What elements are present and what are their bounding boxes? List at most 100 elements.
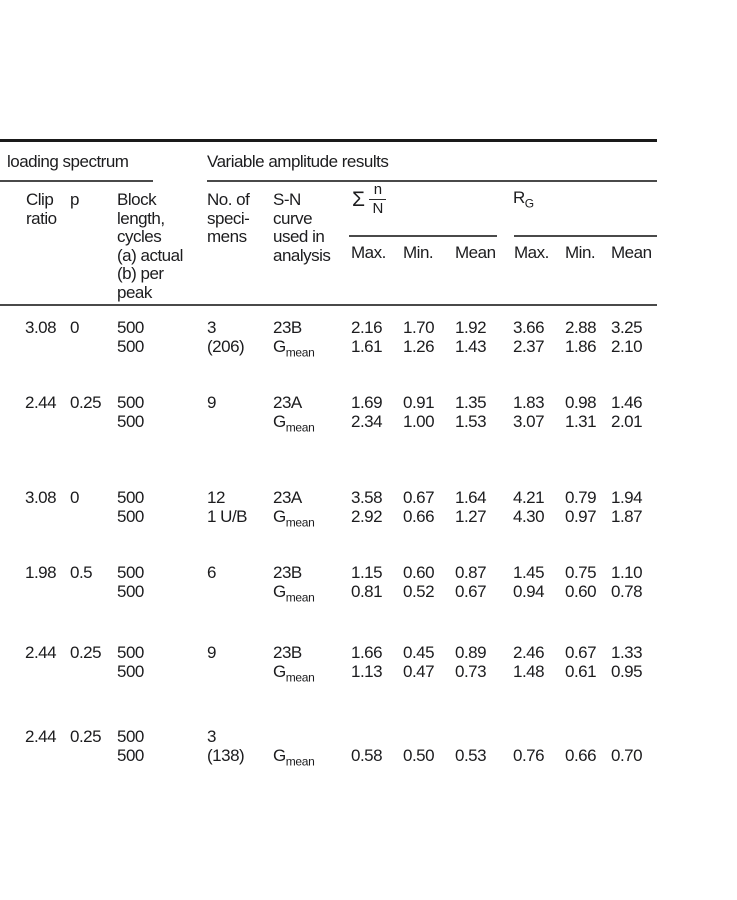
cell-value: 2.10 xyxy=(611,337,643,356)
cell-value: 1.61 xyxy=(351,337,383,356)
cell-value: 1.43 xyxy=(455,337,487,356)
cell-value: 0.94 xyxy=(513,582,545,601)
cell-value: 0.67 xyxy=(403,488,435,507)
cell-p: 0.5 xyxy=(70,563,93,582)
cell-gmean-curve: Gmean xyxy=(273,662,315,685)
cell-value: 1.00 xyxy=(403,412,435,431)
cell-clip-ratio: 3.08 xyxy=(25,318,57,337)
n-over-N-fraction: n N xyxy=(369,182,386,216)
cell-value: 2.46 xyxy=(513,643,545,662)
sigma-subgroup-rule xyxy=(349,235,497,237)
cell-sn-curve: 23B xyxy=(273,318,302,337)
cell-value: 1.66 xyxy=(351,643,383,662)
cell-value: 0.73 xyxy=(455,662,487,681)
cell-value: 1.69 xyxy=(351,393,383,412)
cell-gmean-curve: Gmean xyxy=(273,337,315,360)
column-header-clip-ratio: Clip ratio xyxy=(26,190,57,228)
cell-value: 0.76 xyxy=(513,746,545,765)
variable-amplitude-group-rule xyxy=(207,180,657,182)
cell-value: 1.70 xyxy=(403,318,435,337)
cell-value: 0.50 xyxy=(403,746,435,765)
cell-specimens: 3 xyxy=(207,727,216,746)
cell-value: 0.81 xyxy=(351,582,383,601)
cell-value: 1.35 xyxy=(455,393,487,412)
cell-value: 0.91 xyxy=(403,393,435,412)
sigma-symbol: Σ xyxy=(352,188,365,211)
cell-value: 1.33 xyxy=(611,643,643,662)
cell-specimens-note: (138) xyxy=(207,746,245,765)
cell-value: 0.60 xyxy=(403,563,435,582)
cell-clip-ratio: 2.44 xyxy=(25,643,57,662)
cell-p: 0.25 xyxy=(70,393,102,412)
cell-value: 1.53 xyxy=(455,412,487,431)
cell-block-length-per-peak: 500 xyxy=(117,337,144,356)
cell-value: 0.67 xyxy=(565,643,597,662)
cell-value: 0.78 xyxy=(611,582,643,601)
cell-block-length-per-peak: 500 xyxy=(117,746,144,765)
cell-value: 1.10 xyxy=(611,563,643,582)
cell-value: 2.37 xyxy=(513,337,545,356)
cell-value: 1.46 xyxy=(611,393,643,412)
cell-block-length-actual: 500 xyxy=(117,727,144,746)
subheader-sigma-max: Max. xyxy=(351,243,386,262)
cell-sn-curve: 23A xyxy=(273,488,302,507)
cell-value: 2.01 xyxy=(611,412,643,431)
cell-value: 3.25 xyxy=(611,318,643,337)
cell-block-length-per-peak: 500 xyxy=(117,582,144,601)
cell-value: 0.52 xyxy=(403,582,435,601)
cell-specimens: 9 xyxy=(207,393,216,412)
cell-sn-curve: 23A xyxy=(273,393,302,412)
cell-value: 1.13 xyxy=(351,662,383,681)
cell-value: 1.87 xyxy=(611,507,643,526)
cell-value: 1.15 xyxy=(351,563,383,582)
cell-value: 2.16 xyxy=(351,318,383,337)
cell-gmean-curve: Gmean xyxy=(273,412,315,435)
cell-value: 1.31 xyxy=(565,412,597,431)
cell-specimens: 6 xyxy=(207,563,216,582)
column-header-no-of-specimens: No. of speci- mens xyxy=(207,190,250,246)
cell-sn-curve: 23B xyxy=(273,563,302,582)
header-bottom-rule xyxy=(0,304,657,306)
cell-value: 0.98 xyxy=(565,393,597,412)
column-header-rg: RG xyxy=(513,188,534,211)
cell-value: 0.87 xyxy=(455,563,487,582)
cell-clip-ratio: 1.98 xyxy=(25,563,57,582)
cell-specimens-note: (206) xyxy=(207,337,245,356)
cell-block-length-per-peak: 500 xyxy=(117,412,144,431)
cell-value: 0.61 xyxy=(565,662,597,681)
cell-value: 1.94 xyxy=(611,488,643,507)
cell-block-length-per-peak: 500 xyxy=(117,507,144,526)
column-header-p: p xyxy=(70,190,79,209)
column-header-sigma-n-over-N: Σ n N xyxy=(352,182,386,216)
cell-value: 1.27 xyxy=(455,507,487,526)
column-header-sn-curve: S-N curve used in analysis xyxy=(273,190,331,265)
column-header-block-length: Block length, cycles (a) actual (b) per … xyxy=(117,190,183,302)
cell-p: 0 xyxy=(70,488,79,507)
cell-value: 1.45 xyxy=(513,563,545,582)
cell-value: 0.97 xyxy=(565,507,597,526)
cell-value: 0.58 xyxy=(351,746,383,765)
cell-clip-ratio: 2.44 xyxy=(25,727,57,746)
cell-sn-curve: 23B xyxy=(273,643,302,662)
cell-value: 1.64 xyxy=(455,488,487,507)
group-header-variable-amplitude-results: Variable amplitude results xyxy=(207,152,389,171)
cell-gmean-curve: Gmean xyxy=(273,582,315,605)
rg-subgroup-rule xyxy=(514,235,657,237)
cell-value: 0.79 xyxy=(565,488,597,507)
cell-value: 0.75 xyxy=(565,563,597,582)
cell-clip-ratio: 2.44 xyxy=(25,393,57,412)
cell-p: 0.25 xyxy=(70,643,102,662)
subheader-rg-mean: Mean xyxy=(611,243,652,262)
cell-value: 0.95 xyxy=(611,662,643,681)
cell-gmean-curve: Gmean xyxy=(273,746,315,769)
cell-value: 3.58 xyxy=(351,488,383,507)
cell-value: 2.34 xyxy=(351,412,383,431)
cell-value: 1.48 xyxy=(513,662,545,681)
cell-value: 1.83 xyxy=(513,393,545,412)
cell-value: 0.66 xyxy=(403,507,435,526)
cell-block-length-actual: 500 xyxy=(117,393,144,412)
cell-block-length-actual: 500 xyxy=(117,643,144,662)
cell-block-length-actual: 500 xyxy=(117,318,144,337)
cell-specimens: 3 xyxy=(207,318,216,337)
